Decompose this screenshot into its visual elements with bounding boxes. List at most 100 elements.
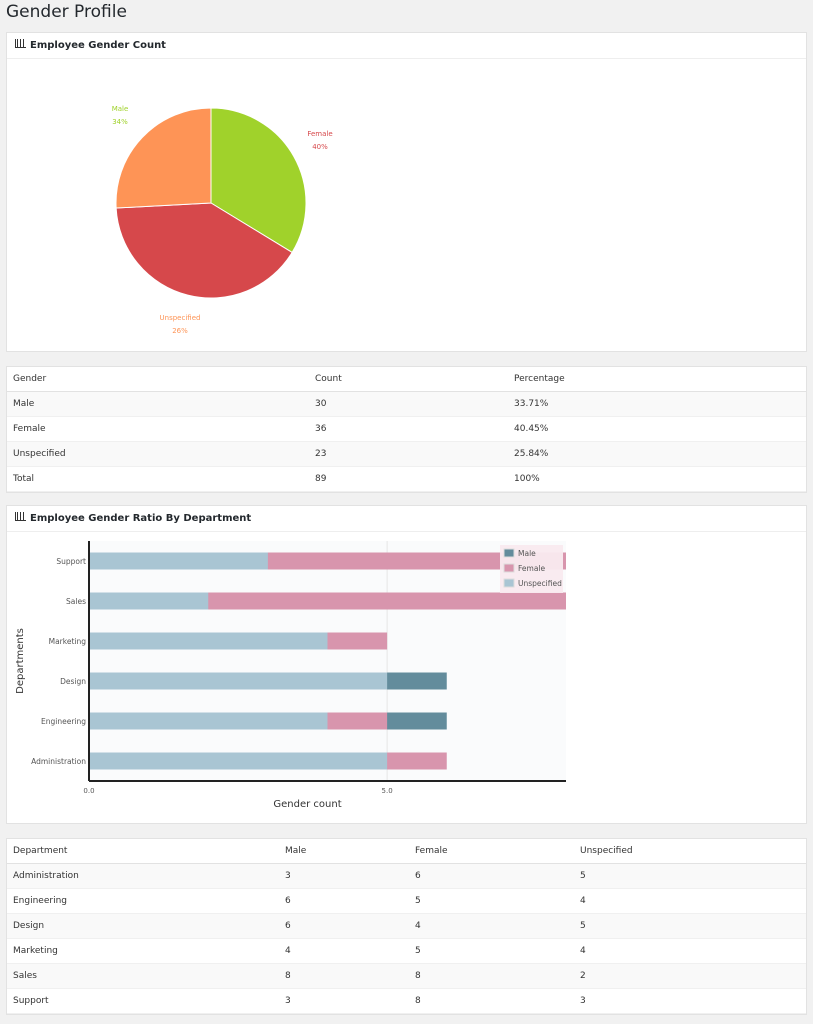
table-cell: Male xyxy=(7,391,309,417)
pie-card-title: Employee Gender Count xyxy=(30,40,166,51)
table-cell: 40.45% xyxy=(508,416,806,442)
y-tick-label: Design xyxy=(60,677,86,686)
pie-percent-label: 26% xyxy=(172,327,188,335)
col-unspecified: Unspecified xyxy=(574,839,806,864)
table-cell: Marketing xyxy=(7,938,279,964)
table-cell: 8 xyxy=(409,963,574,989)
pie-slice-male xyxy=(210,107,307,254)
col-male: Male xyxy=(279,839,409,864)
table-cell: 3 xyxy=(279,863,409,889)
table-cell: 3 xyxy=(574,988,806,1014)
bar-chart-icon xyxy=(15,39,26,48)
table-cell: 6 xyxy=(409,863,574,889)
pie-percent-label: 40% xyxy=(312,143,328,151)
pie-percent-label: 34% xyxy=(112,118,128,126)
bar-unspecified-marketing xyxy=(89,632,328,650)
table-row: Total 89 100% xyxy=(7,466,806,492)
table-cell: Support xyxy=(7,988,279,1014)
table-cell: 5 xyxy=(574,863,806,889)
plot-area xyxy=(89,541,566,781)
y-tick-label: Engineering xyxy=(41,717,86,726)
gender-table-card: Gender Count Percentage Male 30 33.71% Female… xyxy=(6,366,807,493)
dept-table-card: Department Male Female Unspecified Administ… xyxy=(6,838,807,1015)
legend-swatch-female xyxy=(503,563,515,573)
table-cell: 89 xyxy=(309,466,508,492)
legend: Male Female Unspecified xyxy=(500,545,563,593)
table-row: Sales 8 8 2 xyxy=(7,963,806,989)
table-row: Male 30 33.71% xyxy=(7,391,806,417)
bar-unspecified-support xyxy=(89,552,268,570)
bar-card-header: Employee Gender Ratio By Department xyxy=(7,506,806,532)
legend-label: Male xyxy=(518,549,536,558)
table-cell: Sales xyxy=(7,963,279,989)
table-cell: 8 xyxy=(279,963,409,989)
table-cell: 100% xyxy=(508,466,806,492)
bar-unspecified-design xyxy=(89,672,388,690)
table-cell: Female xyxy=(7,416,309,442)
pie-card: Employee Gender Count Male 34% Female 40% Un… xyxy=(6,32,807,352)
bar-card: Employee Gender Ratio By Department Admi… xyxy=(6,505,807,824)
table-cell: 6 xyxy=(279,913,409,939)
table-cell: 36 xyxy=(309,416,508,442)
table-cell: 6 xyxy=(279,888,409,914)
y-tick-label: Sales xyxy=(66,597,86,606)
bar-chart-icon xyxy=(15,512,26,521)
y-tick-label: Marketing xyxy=(49,637,87,646)
pie-label: Female xyxy=(307,130,332,138)
col-percentage: Percentage xyxy=(508,367,806,392)
table-cell: Total xyxy=(7,466,309,492)
bar-unspecified-sales xyxy=(89,592,209,610)
table-cell: 23 xyxy=(309,441,508,467)
pie-label: Male xyxy=(112,105,129,113)
table-cell: 4 xyxy=(279,938,409,964)
x-tick-label: 0.0 xyxy=(83,787,94,795)
bar-unspecified-engineering xyxy=(89,712,328,730)
table-cell: 8 xyxy=(409,988,574,1014)
col-department: Department xyxy=(7,839,279,864)
table-row: Administration 3 6 5 xyxy=(7,863,806,889)
x-tick-label: 5.0 xyxy=(382,787,393,795)
table-cell: 3 xyxy=(279,988,409,1014)
table-cell: Unspecified xyxy=(7,441,309,467)
y-tick-label: Administration xyxy=(31,757,86,766)
bar-chart: Administration Engineering Design Marketing… xyxy=(15,541,566,810)
table-cell: 30 xyxy=(309,391,508,417)
pie-card-header: Employee Gender Count xyxy=(7,33,806,59)
legend-label: Female xyxy=(518,564,546,573)
table-cell: Design xyxy=(7,913,279,939)
y-tick-label: Support xyxy=(56,557,86,566)
table-row: Support 3 8 3 xyxy=(7,988,806,1014)
table-cell: 5 xyxy=(574,913,806,939)
y-axis-label: Departments xyxy=(15,628,26,694)
bar-card-title: Employee Gender Ratio By Department xyxy=(30,513,252,524)
legend-swatch-unspecified xyxy=(503,578,515,588)
pie-slice-female xyxy=(115,202,293,299)
bar-unspecified-administration xyxy=(89,752,388,770)
table-cell: 4 xyxy=(574,888,806,914)
table-cell: 4 xyxy=(409,913,574,939)
col-gender: Gender xyxy=(7,367,309,392)
pie-label: Unspecified xyxy=(160,314,201,322)
table-row: Marketing 4 5 4 xyxy=(7,938,806,964)
table-cell: 5 xyxy=(409,938,574,964)
table-cell: Administration xyxy=(7,863,279,889)
legend-label: Unspecified xyxy=(518,579,562,588)
table-row: Design 6 4 5 xyxy=(7,913,806,939)
table-cell: 33.71% xyxy=(508,391,806,417)
table-row: Female 36 40.45% xyxy=(7,416,806,442)
table-cell: 5 xyxy=(409,888,574,914)
gender-table: Gender Count Percentage Male 30 33.71% Female… xyxy=(7,367,806,492)
table-cell: 4 xyxy=(574,938,806,964)
table-cell: Engineering xyxy=(7,888,279,914)
dept-table: Department Male Female Unspecified Administ… xyxy=(7,839,806,1014)
page-title: Gender Profile xyxy=(6,2,127,22)
legend-swatch-male xyxy=(503,548,515,558)
table-row: Unspecified 23 25.84% xyxy=(7,441,806,467)
table-cell: 25.84% xyxy=(508,441,806,467)
table-cell: 2 xyxy=(574,963,806,989)
pie-chart: Male 34% Female 40% Unspecified 26% xyxy=(112,105,333,335)
pie-slice-unspecified xyxy=(115,107,212,209)
table-row: Engineering 6 5 4 xyxy=(7,888,806,914)
col-count: Count xyxy=(309,367,508,392)
x-axis-label: Gender count xyxy=(273,799,341,810)
